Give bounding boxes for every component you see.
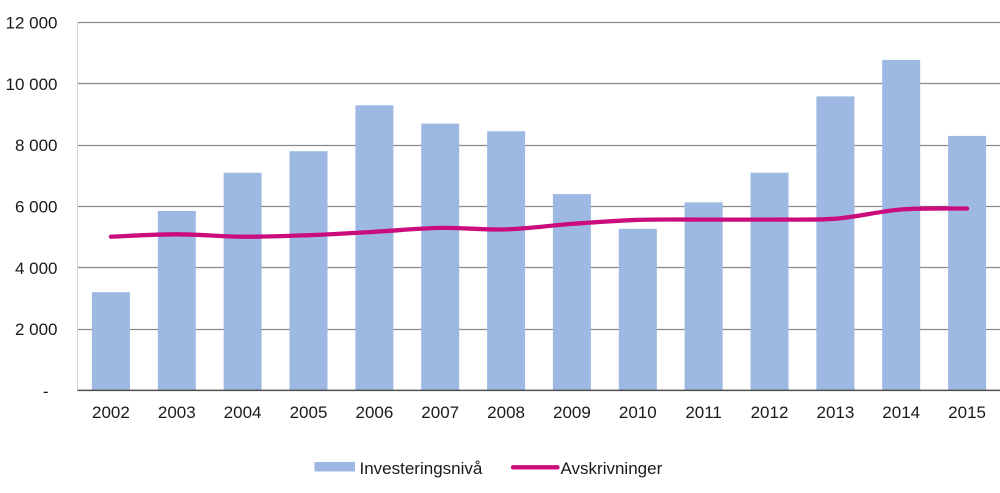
svg-text:-: - [43, 382, 49, 401]
svg-text:2013: 2013 [816, 403, 854, 422]
svg-text:2 000: 2 000 [15, 320, 58, 339]
svg-text:2011: 2011 [685, 403, 722, 422]
svg-text:4 000: 4 000 [15, 259, 58, 278]
svg-text:2004: 2004 [224, 403, 262, 422]
svg-text:2007: 2007 [421, 403, 459, 422]
svg-text:2003: 2003 [158, 403, 196, 422]
svg-text:2015: 2015 [948, 403, 986, 422]
svg-text:2012: 2012 [751, 403, 789, 422]
svg-text:10 000: 10 000 [6, 75, 58, 94]
svg-text:2009: 2009 [553, 403, 591, 422]
svg-text:2002: 2002 [92, 403, 130, 422]
svg-text:6 000: 6 000 [15, 198, 58, 217]
svg-text:2014: 2014 [882, 403, 920, 422]
svg-text:2006: 2006 [355, 403, 393, 422]
svg-text:Avskrivninger: Avskrivninger [561, 459, 663, 478]
svg-text:2005: 2005 [290, 403, 328, 422]
svg-text:2008: 2008 [487, 403, 525, 422]
svg-text:8 000: 8 000 [15, 136, 58, 155]
svg-text:Investeringsnivå: Investeringsnivå [360, 459, 483, 478]
svg-text:12 000: 12 000 [6, 14, 58, 33]
svg-text:2010: 2010 [619, 403, 657, 422]
